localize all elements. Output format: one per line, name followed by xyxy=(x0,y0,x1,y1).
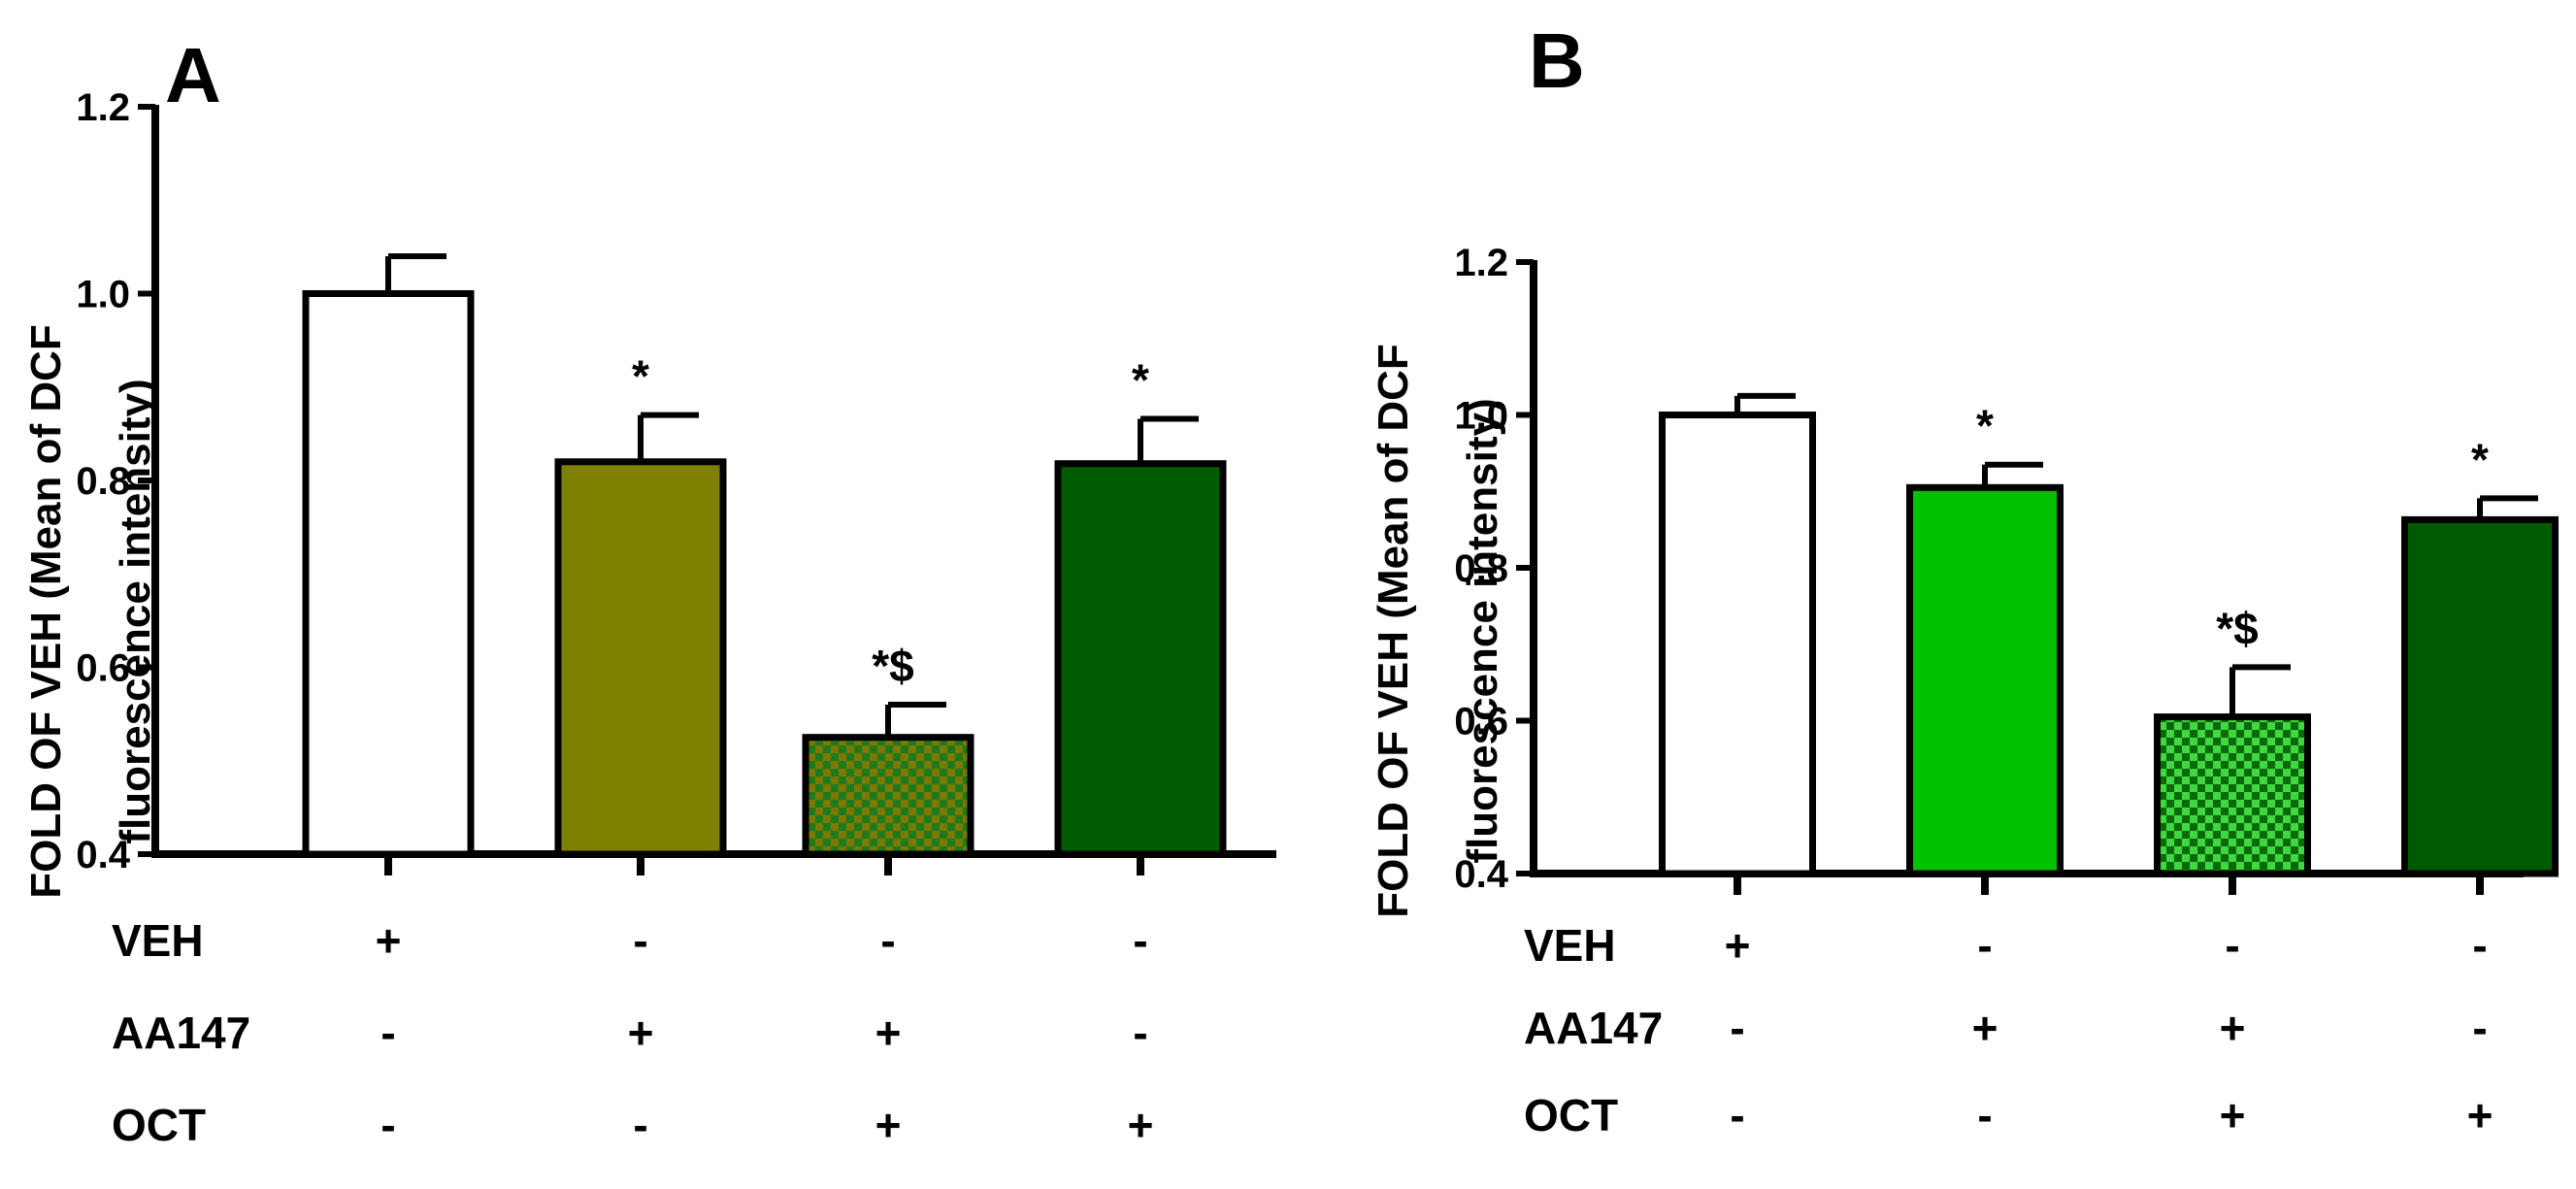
panel-b-ylabel: FOLD OF VEH (Mean of DCF fluorescence in… xyxy=(1370,344,1506,918)
panel-b-sign-aa147-3: + xyxy=(2220,1003,2246,1053)
panel-a-bar-4 xyxy=(1054,460,1227,858)
panel-b-ylabel-line1: FOLD OF VEH (Mean of DCF xyxy=(1370,344,1417,918)
panel-b-bar-3 xyxy=(2154,713,2311,877)
panel-a-sign-aa147-4: - xyxy=(1133,1007,1147,1058)
panel-b: B FOLD OF VEH (Mean of DCF fluorescence … xyxy=(1370,17,2559,1140)
panel-a-ylabel-line1: FOLD OF VEH (Mean of DCF xyxy=(22,324,70,899)
panel-a-annotation-2: * xyxy=(632,351,649,402)
panel-a-bar-3 xyxy=(802,734,974,858)
panel-b-condition-oct: OCT xyxy=(1524,1090,1618,1140)
panel-a-ytick-label: 0.6 xyxy=(76,647,130,690)
panel-b-annotation-4: * xyxy=(2471,434,2489,484)
panel-a-sign-oct-3: + xyxy=(875,1100,902,1150)
panel-b-ytick-label: 0.8 xyxy=(1454,547,1508,590)
panel-b-ytick-label: 1.0 xyxy=(1454,395,1508,438)
panel-b-condition-aa147: AA147 xyxy=(1524,1003,1663,1053)
panel-b-ylabel-line2: fluorescence intensity) xyxy=(1459,398,1506,863)
panel-b-sign-oct-1: - xyxy=(1730,1090,1744,1140)
panel-a-ytick-label: 1.0 xyxy=(76,274,130,316)
panel-b-annotation-3: *$ xyxy=(2216,603,2258,653)
panel-b-ytick-label: 0.4 xyxy=(1454,853,1508,896)
panel-a-conditions: VEH + - - - AA147 - + + - OCT - - + + xyxy=(112,915,1153,1150)
panel-a-condition-aa147: AA147 xyxy=(112,1007,250,1058)
panel-b-sign-oct-3: + xyxy=(2220,1090,2246,1140)
panel-b-sign-veh-4: - xyxy=(2472,920,2487,971)
panel-b-condition-veh: VEH xyxy=(1524,920,1616,971)
panel-a-sign-aa147-2: + xyxy=(628,1007,654,1058)
panel-b-bar-2 xyxy=(1906,483,2064,877)
panel-b-sign-oct-4: + xyxy=(2467,1090,2493,1140)
panel-a-condition-oct: OCT xyxy=(112,1100,206,1150)
panel-b-ytick-label: 0.6 xyxy=(1454,701,1508,743)
panel-a-ytick-label: 0.8 xyxy=(76,460,130,503)
panel-b-annotation-2: * xyxy=(1976,401,1994,451)
panel-a-bar-2 xyxy=(554,458,727,858)
panel-a: A FOLD OF VEH (Mean of DCF fluorescence … xyxy=(22,32,1276,1150)
panel-a-sign-oct-1: - xyxy=(380,1100,395,1150)
panel-b-sign-aa147-1: - xyxy=(1730,1003,1744,1053)
panel-a-sign-aa147-3: + xyxy=(875,1007,902,1058)
panel-b-bars: * *$ * xyxy=(1659,392,2559,877)
panel-b-sign-aa147-2: + xyxy=(1972,1003,1998,1053)
panel-a-bars: * *$ * xyxy=(302,253,1227,858)
panel-a-condition-veh: VEH xyxy=(112,915,204,966)
panel-b-sign-aa147-4: - xyxy=(2472,1003,2487,1053)
panel-a-sign-oct-2: - xyxy=(633,1100,647,1150)
panel-b-sign-veh-2: - xyxy=(1977,920,1992,971)
panel-b-sign-oct-2: - xyxy=(1977,1090,1992,1140)
panel-b-bar-1 xyxy=(1659,412,1816,877)
panel-a-ytick-label: 0.4 xyxy=(76,834,130,876)
panel-a-sign-veh-1: + xyxy=(376,915,402,966)
panel-a-sign-veh-2: - xyxy=(633,915,647,966)
panel-b-sign-veh-3: - xyxy=(2225,920,2239,971)
panel-a-sign-veh-3: - xyxy=(880,915,895,966)
panel-a-bar-1 xyxy=(302,290,475,858)
panel-a-ytick-label: 1.2 xyxy=(76,86,130,129)
panel-b-bar-4 xyxy=(2401,515,2559,877)
panel-a-letter: A xyxy=(165,32,221,118)
panel-b-ytick-label: 1.2 xyxy=(1454,242,1508,284)
panel-a-ylabel: FOLD OF VEH (Mean of DCF fluorescence in… xyxy=(22,324,159,899)
panel-a-sign-oct-4: + xyxy=(1128,1100,1154,1150)
panel-a-sign-aa147-1: - xyxy=(380,1007,395,1058)
panel-a-ylabel-line2: fluorescence intensity) xyxy=(112,379,159,843)
panel-a-annotation-4: * xyxy=(1132,354,1149,405)
panel-a-sign-veh-4: - xyxy=(1133,915,1147,966)
panel-b-letter: B xyxy=(1529,17,1585,104)
panel-b-sign-veh-1: + xyxy=(1725,920,1751,971)
panel-a-annotation-3: *$ xyxy=(872,641,913,691)
panel-b-conditions: VEH + - - - AA147 - + + - OCT - - + + xyxy=(1524,920,2493,1140)
